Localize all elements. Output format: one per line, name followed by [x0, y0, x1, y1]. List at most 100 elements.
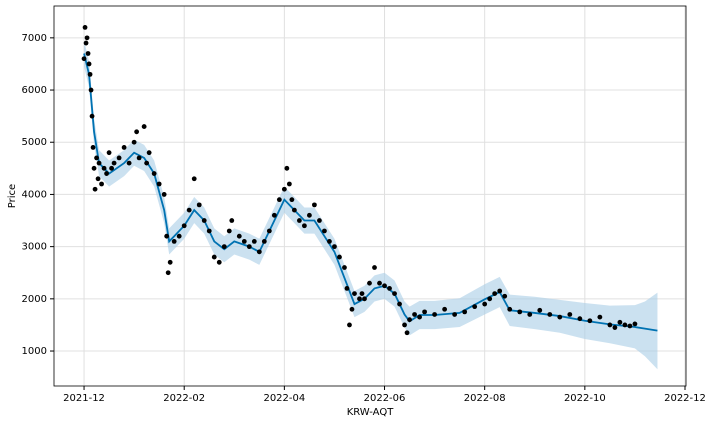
- observed-point: [276, 197, 282, 203]
- observed-point: [404, 330, 410, 336]
- observed-point: [452, 312, 458, 317]
- observed-point: [206, 228, 212, 234]
- observed-point: [104, 171, 109, 176]
- observed-point: [82, 25, 88, 30]
- observed-point: [201, 218, 207, 223]
- observed-point: [567, 312, 573, 317]
- plot-frame: [53, 5, 687, 387]
- observed-point: [271, 212, 277, 218]
- observed-point: [167, 259, 173, 265]
- observed-point: [216, 259, 222, 265]
- observed-point: [632, 321, 638, 327]
- observed-point: [327, 239, 332, 244]
- observed-point: [412, 312, 417, 317]
- observed-point: [527, 312, 533, 317]
- observed-point: [161, 192, 167, 197]
- observed-point: [612, 325, 618, 330]
- observed-point: [487, 296, 493, 302]
- observed-point: [86, 61, 92, 67]
- observed-point: [165, 270, 171, 276]
- observed-point: [151, 171, 157, 176]
- observed-point: [307, 212, 312, 218]
- observed-point: [171, 239, 177, 244]
- x-tick-label: 2022-10: [564, 393, 606, 404]
- observed-point: [472, 304, 478, 310]
- observed-point: [402, 322, 407, 328]
- observed-point: [196, 202, 202, 208]
- observed-point: [517, 309, 523, 315]
- y-tick-label: 6000: [22, 85, 47, 96]
- observed-point: [317, 218, 322, 223]
- y-tick-label: 5000: [22, 137, 47, 148]
- observed-point: [229, 218, 235, 223]
- observed-point: [622, 322, 628, 328]
- observed-point: [121, 145, 127, 150]
- observed-point: [344, 285, 350, 291]
- observed-point: [164, 233, 170, 239]
- observed-point: [131, 139, 137, 145]
- observed-point: [597, 314, 603, 320]
- observed-point: [392, 291, 397, 297]
- observed-point: [141, 124, 147, 129]
- observed-point: [507, 306, 513, 312]
- observed-point: [296, 218, 302, 223]
- observed-point: [226, 228, 232, 234]
- observed-point: [144, 160, 150, 166]
- x-tick-label: 2022-12: [664, 393, 706, 404]
- observed-point: [83, 40, 89, 46]
- observed-point: [95, 176, 101, 182]
- observed-point: [577, 316, 583, 322]
- observed-point: [422, 309, 427, 315]
- observed-point: [261, 239, 267, 244]
- observed-point: [537, 307, 543, 313]
- observed-point: [92, 186, 98, 192]
- y-tick-label: 7000: [22, 33, 47, 44]
- observed-point: [547, 312, 553, 317]
- observed-point: [617, 319, 623, 325]
- observed-point: [88, 87, 94, 93]
- y-tick-label: 4000: [22, 189, 47, 200]
- observed-point: [337, 254, 342, 260]
- observed-point: [397, 301, 402, 307]
- y-tick-label: 2000: [22, 294, 47, 305]
- observed-point: [432, 312, 438, 317]
- observed-point: [90, 145, 96, 150]
- observed-point: [156, 181, 162, 187]
- observed-point: [186, 207, 192, 213]
- observed-point: [85, 51, 91, 56]
- x-tick-label: 2022-08: [464, 393, 506, 404]
- observed-point: [241, 239, 247, 244]
- observed-point: [407, 317, 412, 323]
- x-tick-label: 2022-04: [263, 393, 305, 404]
- observed-point: [221, 244, 227, 250]
- observed-point: [357, 296, 362, 302]
- observed-point: [332, 244, 337, 250]
- observed-point: [81, 56, 87, 62]
- observed-point: [251, 239, 257, 244]
- observed-point: [607, 322, 613, 328]
- observed-point: [289, 197, 295, 203]
- observed-point: [211, 254, 217, 260]
- observed-point: [246, 244, 252, 250]
- observed-point: [301, 223, 307, 229]
- x-tick-label: 2022-02: [163, 393, 205, 404]
- observed-point: [191, 176, 197, 182]
- y-tick-label: 1000: [22, 346, 47, 357]
- observed-point: [96, 160, 102, 166]
- observed-point: [312, 202, 317, 208]
- observed-point: [367, 280, 372, 286]
- observed-point: [557, 314, 563, 320]
- observed-point: [146, 150, 152, 156]
- observed-point: [377, 280, 382, 286]
- observed-point: [627, 323, 633, 329]
- observed-point: [352, 291, 357, 297]
- observed-point: [387, 285, 392, 291]
- x-tick-label: 2021-12: [63, 393, 105, 404]
- observed-point: [359, 291, 365, 297]
- observed-point: [442, 306, 448, 312]
- observed-point: [342, 265, 347, 270]
- observed-point: [382, 283, 387, 289]
- observed-point: [281, 186, 287, 192]
- observed-point: [89, 113, 95, 119]
